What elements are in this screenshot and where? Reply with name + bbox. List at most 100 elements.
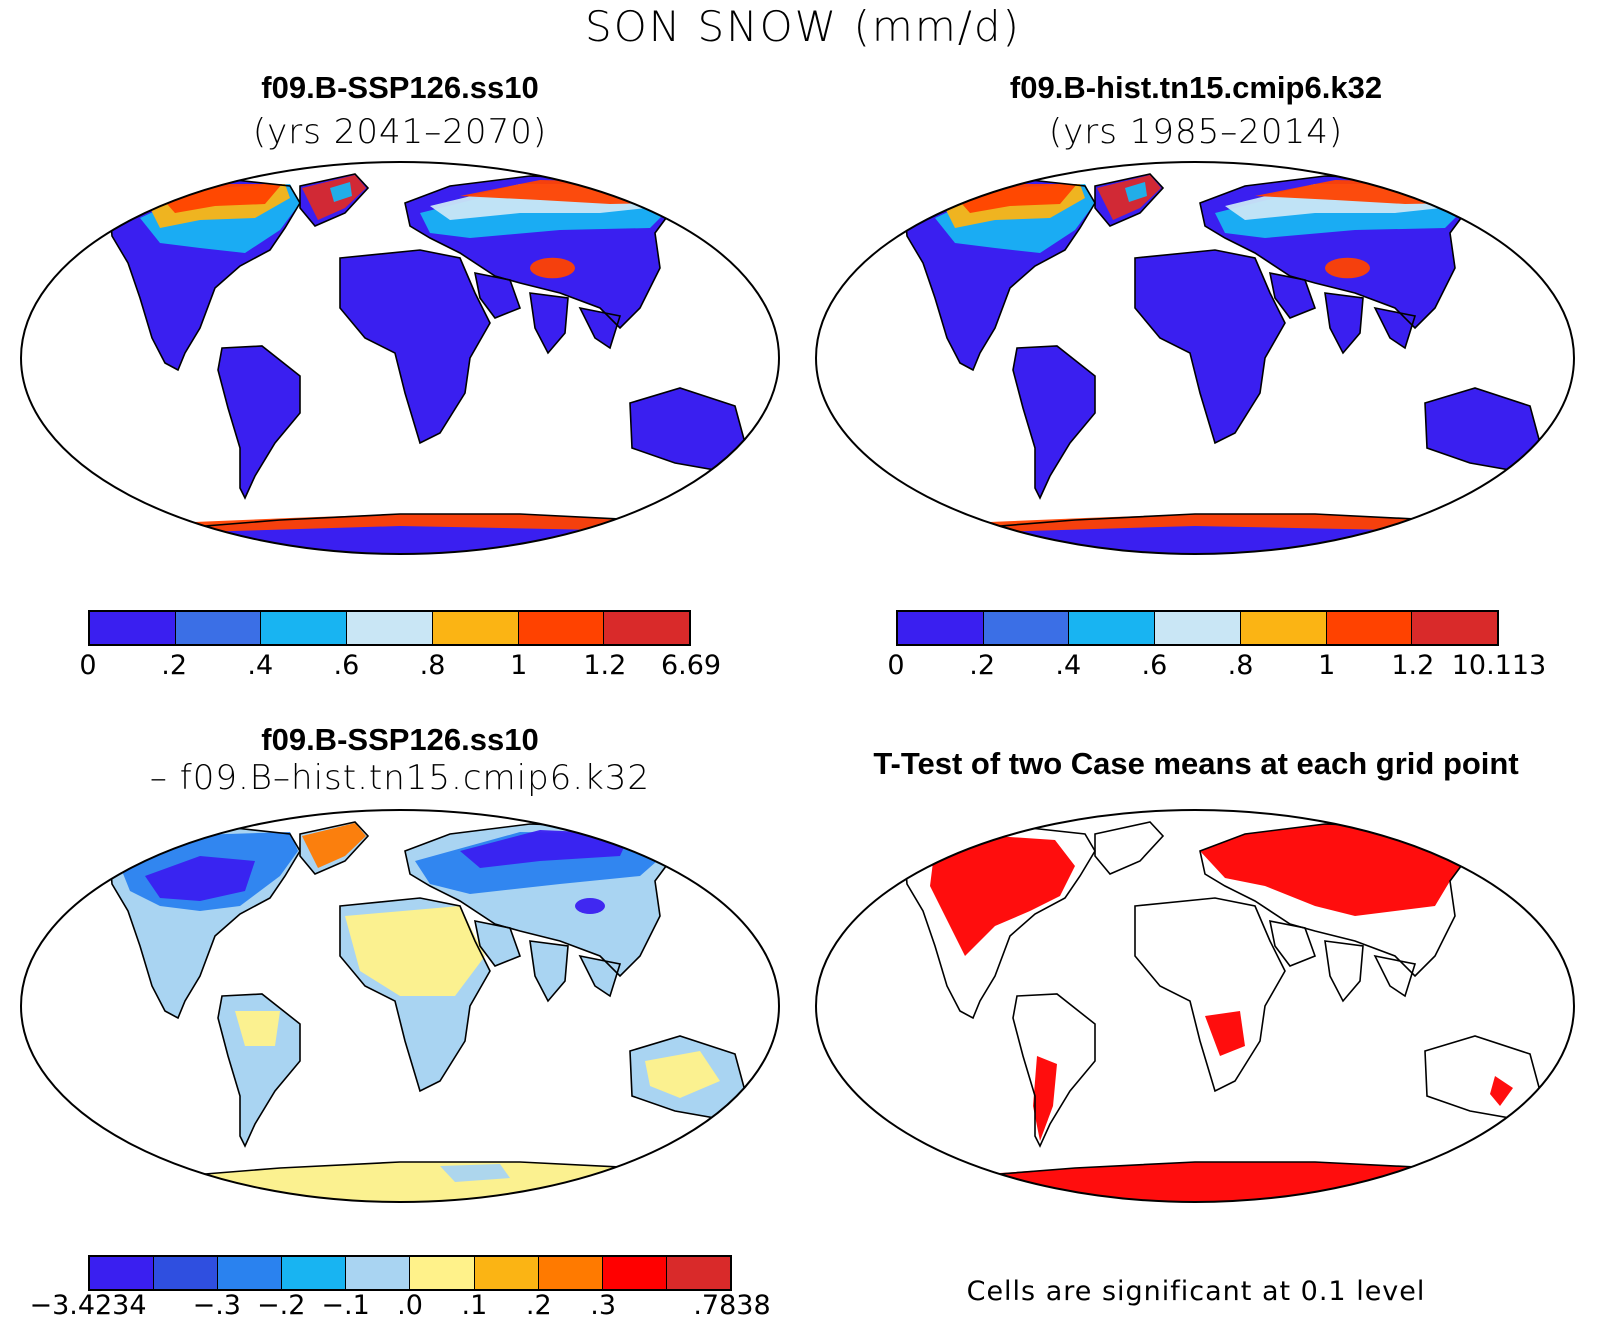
colorbar-swatch [1069,612,1156,644]
continent-southAmerica [1013,346,1095,498]
continent-africa [340,250,490,443]
map-future-mean [19,161,781,555]
colorbar-swatch [602,1257,667,1289]
continent-india [1325,293,1363,353]
colorbar-tick-label: −.1 [321,1290,370,1321]
coastline-southAmerica [217,345,301,500]
colorbar-swatch [347,612,433,644]
colorbar-swatch [666,1257,730,1289]
colorbar-tick-label: .0 [397,1290,423,1321]
map-ttest-significance [814,809,1576,1203]
coastline-seAsia [578,306,622,350]
continent-arabia [1270,273,1315,318]
continent-australia [1425,388,1540,470]
colorbar-swatch [1412,612,1498,644]
colorbar-swatch [410,1257,475,1289]
coastline-india [529,940,569,1003]
map-border [19,809,781,1203]
data-region [440,1164,510,1182]
coastline-arabia [473,271,522,319]
data-region [1325,257,1370,279]
coastline-india [1324,940,1364,1003]
map-difference [19,809,781,1203]
continent-india [530,293,568,353]
data-region [575,898,605,914]
coastline-northAmerica [109,827,301,1020]
data-region [170,514,640,532]
colorbar-swatch [538,1257,603,1289]
colorbar-swatch [518,612,605,644]
colorbar-tick-label: .3 [590,1290,617,1321]
coastline-india [1324,292,1364,355]
colorbar-swatch [983,612,1070,644]
coastline-africa [1134,897,1286,1093]
colorbar-tick-label: .1 [461,1290,488,1321]
colorbar-tick-label: .4 [247,650,274,681]
colorbar-difference [88,1255,732,1291]
data-region [1200,824,1470,916]
coastline-southAmerica [1012,993,1096,1148]
colorbar-swatch [1240,612,1327,644]
coastline-greenland [1094,173,1165,227]
colorbar-swatch [90,1257,155,1289]
data-region [145,856,255,901]
land-fill-layer [109,173,746,554]
continent-australia [1425,1036,1540,1118]
coastline-arabia [1268,919,1317,967]
colorbar-swatch [346,1257,411,1289]
colorbar-swatch [432,612,519,644]
continent-southAmerica [218,994,300,1146]
continent-africa [1135,250,1285,443]
colorbar-swatch [898,612,984,644]
colorbar-tick-label: −.3 [192,1290,241,1321]
panel-bl-title: f09.B-SSP126.ss10 [261,722,539,757]
colorbar-swatch [282,1257,347,1289]
coastline-southAmerica [1012,345,1096,500]
colorbar-tick-label: 1.2 [583,650,627,681]
data-region [1125,182,1147,202]
coastline-seAsia [1373,954,1417,998]
colorbar-swatch [474,1257,539,1289]
data-region [330,182,352,202]
coastline-seAsia [578,954,622,998]
colorbar-tick-label: .2 [969,650,996,681]
coastline-greenland [299,173,370,227]
coastline-africa [1134,249,1286,445]
colorbar-historical-mean-labels: 0 .2 .4 .6 .8 1 1.2 10.113 [887,650,1546,684]
colorbar-tick-label: 1.2 [1391,650,1435,681]
data-region [965,514,1435,532]
colorbar-tick-label: .2 [161,650,188,681]
colorbar-swatch [175,612,262,644]
continent-arabia [475,921,520,966]
colorbar-tick-label: .6 [333,650,360,681]
colorbar-tick-label: .2 [525,1290,552,1321]
continent-africa [1135,898,1285,1091]
map-historical-mean [814,161,1576,555]
data-region [302,823,366,868]
colorbar-historical-mean [896,610,1499,646]
colorbar-difference-labels: −3.4234 −.3 −.2 −.1 .0 .1 .2 .3 .7838 [29,1290,770,1324]
coastline-northAmerica [904,827,1096,1020]
colorbar-swatch [261,612,348,644]
panel-tl-title: f09.B-SSP126.ss10 [261,70,539,105]
map-border [814,161,1576,555]
colorbar-swatch [1326,612,1413,644]
panel-br-title: T-Test of two Case means at each grid po… [873,746,1519,781]
data-region [1033,1056,1057,1141]
coastline-arabia [1268,271,1317,319]
coastline-africa [339,249,491,445]
continent-arabia [475,273,520,318]
colorbar-swatch [604,612,690,644]
colorbar-tick-label: −.2 [256,1290,306,1321]
coastline-india [529,292,569,355]
colorbar-tick-label: 1 [1318,650,1336,681]
coastline-africa [339,897,491,1093]
coastline-southAmerica [217,993,301,1148]
continent-southAmerica [218,346,300,498]
panel-tl-subtitle: (yrs 2041–2070) [252,112,548,152]
continent-greenland [1095,822,1163,874]
data-region [345,906,485,996]
colorbar-tick-label: .4 [1055,650,1082,681]
continent-india [1325,941,1363,1001]
data-region [460,830,630,868]
